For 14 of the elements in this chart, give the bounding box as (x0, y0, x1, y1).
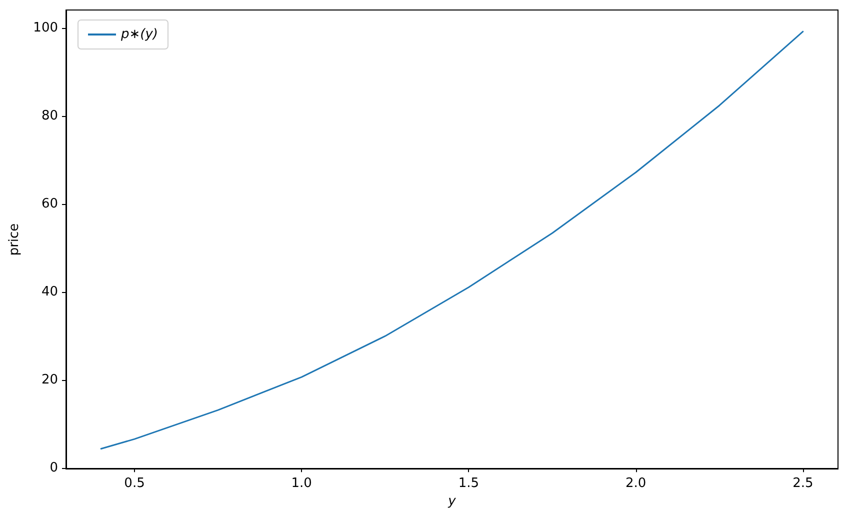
y-tick-label: 80 (41, 108, 58, 124)
x-tick-label: 2.5 (792, 476, 814, 491)
y-tick-label: 0 (50, 460, 58, 476)
x-tick-label: 0.5 (124, 476, 145, 491)
x-axis-title: y (447, 494, 456, 509)
y-tick-label: 40 (41, 284, 58, 300)
y-axis-title: price (7, 223, 22, 256)
y-tick-label: 20 (41, 372, 58, 388)
y-tick-label: 60 (41, 196, 58, 212)
x-tick-label: 1.5 (458, 476, 480, 491)
legend-label: p∗(y) (120, 27, 158, 42)
y-tick-label: 100 (33, 20, 58, 36)
x-tick-label: 1.0 (291, 476, 312, 491)
x-tick-label: 2.0 (625, 476, 646, 491)
